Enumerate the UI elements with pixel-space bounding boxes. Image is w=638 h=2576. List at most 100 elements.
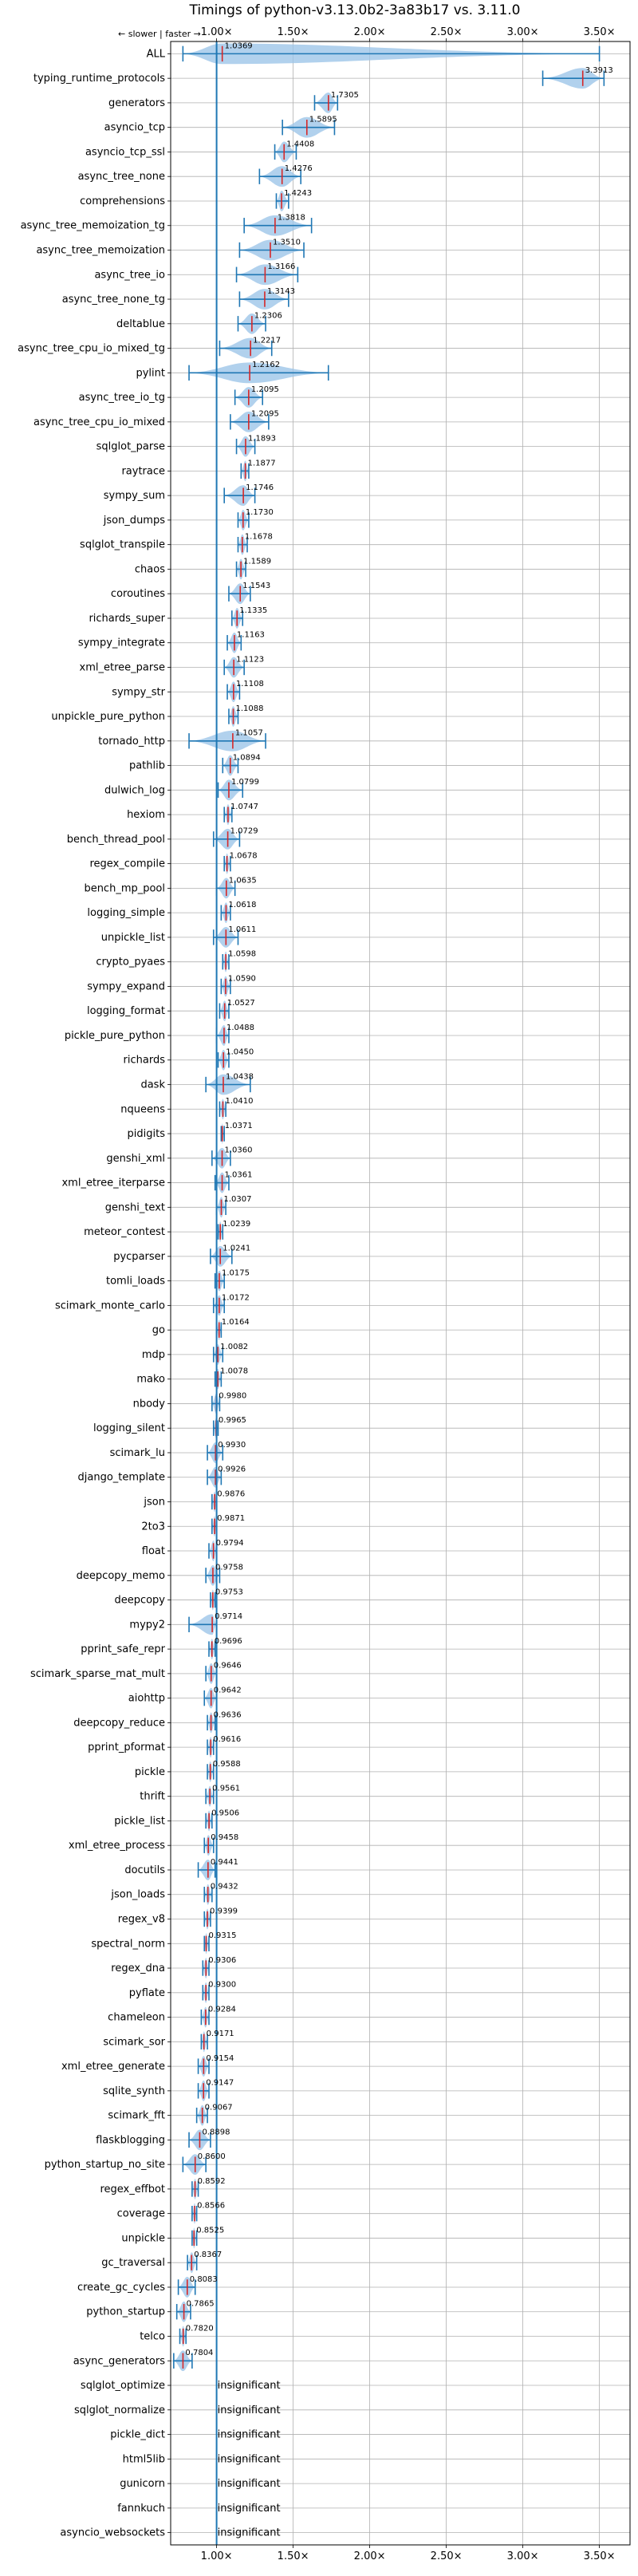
value-label: 1.1123 <box>236 655 264 664</box>
x-tick-label-top: 2.50× <box>431 26 463 38</box>
y-tick-label: sqlglot_transpile <box>80 539 165 551</box>
value-label: 3.3913 <box>585 66 613 75</box>
y-tick-label: xml_etree_parse <box>80 662 165 674</box>
value-label: 1.0678 <box>230 852 258 861</box>
y-tick-label: mypy2 <box>129 1619 165 1631</box>
y-tick-label: sqlglot_parse <box>96 441 165 453</box>
y-tick-label: richards_super <box>89 613 165 625</box>
y-tick-label: sympy_expand <box>87 980 165 992</box>
y-tick-label: deepcopy_memo <box>77 1570 165 1582</box>
y-tick-label: go <box>152 1324 165 1336</box>
y-tick-label: scimark_fft <box>108 2110 165 2122</box>
value-label: 1.0438 <box>226 1072 254 1081</box>
value-label: 0.9980 <box>219 1391 246 1400</box>
y-tick-label: spectral_norm <box>91 1938 165 1950</box>
x-tick-label-top: 2.00× <box>354 26 386 38</box>
value-label: 1.2306 <box>254 312 282 321</box>
value-label: 1.1543 <box>242 582 270 590</box>
value-label: 0.9965 <box>219 1416 246 1425</box>
y-tick-label: genshi_xml <box>106 1153 165 1165</box>
y-tick-label: docutils <box>124 1864 165 1876</box>
y-tick-label: logging_format <box>87 1005 165 1017</box>
direction-note: ← slower | faster → <box>118 29 201 39</box>
value-label: 0.7865 <box>187 2300 215 2309</box>
y-tick-label: regex_dna <box>111 1963 165 1974</box>
y-tick-label: html5lib <box>123 2453 165 2465</box>
value-label: 1.1730 <box>246 508 274 517</box>
y-tick-label: scimark_monte_carlo <box>55 1300 165 1312</box>
y-tick-label: unpickle_pure_python <box>51 711 165 723</box>
value-label: 1.3143 <box>267 287 295 296</box>
value-label: 1.0527 <box>227 999 255 1008</box>
value-label: 0.9636 <box>214 1710 242 1719</box>
value-label: 0.8525 <box>196 2226 224 2235</box>
y-tick-label: dulwich_log <box>104 784 165 796</box>
y-tick-label: aiohttp <box>128 1693 165 1705</box>
y-tick-label: richards <box>124 1055 166 1067</box>
y-tick-label: pidigits <box>128 1128 166 1140</box>
y-tick-label: flaskblogging <box>96 2134 165 2146</box>
plot-frame <box>170 41 631 2546</box>
y-tick-label: ALL <box>147 48 166 60</box>
y-tick-label: float <box>142 1545 165 1557</box>
value-label: 0.9432 <box>211 1883 238 1892</box>
y-tick-label: thrift <box>140 1791 165 1803</box>
insignificant-label: insignificant <box>218 2503 281 2515</box>
y-tick-label: async_tree_io <box>94 269 165 281</box>
value-label: 0.9876 <box>217 1489 245 1498</box>
value-label: 0.9147 <box>206 2079 234 2088</box>
value-label: 0.9753 <box>215 1588 243 1596</box>
x-tick-label-top: 3.00× <box>507 26 539 38</box>
value-label: 0.9561 <box>212 1785 240 1793</box>
y-tick-label: bench_mp_pool <box>84 882 165 894</box>
value-label: 1.0894 <box>233 753 261 762</box>
x-tick-label-bottom: 2.00× <box>354 2550 386 2562</box>
x-tick-label-bottom: 1.00× <box>201 2550 233 2562</box>
x-tick-label-bottom: 2.50× <box>431 2550 463 2562</box>
y-tick-label: hexiom <box>127 809 165 821</box>
y-tick-label: sympy_str <box>112 686 165 698</box>
y-tick-label: asyncio_websockets <box>60 2527 165 2539</box>
value-label: 1.0078 <box>220 1367 248 1376</box>
y-tick-label: tornado_http <box>98 736 165 748</box>
value-label: 1.0635 <box>229 876 257 885</box>
value-label: 1.4408 <box>286 140 314 148</box>
y-tick-label: pickle_pure_python <box>65 1030 165 1042</box>
insignificant-label: insignificant <box>218 2380 281 2392</box>
value-label: 1.0747 <box>230 803 258 811</box>
value-label: 0.7820 <box>186 2324 214 2333</box>
y-tick-label: pylint <box>136 367 165 379</box>
y-tick-label: unpickle <box>121 2232 165 2244</box>
y-tick-label: meteor_contest <box>84 1226 165 1238</box>
value-label: 1.7305 <box>331 91 359 100</box>
value-label: 0.9399 <box>210 1907 238 1915</box>
value-label: 1.1678 <box>245 533 273 542</box>
y-tick-label: async_tree_io_tg <box>79 392 165 404</box>
y-tick-label: pyflate <box>129 1987 165 1999</box>
y-tick-label: xml_etree_iterparse <box>61 1178 165 1189</box>
y-tick-label: pycparser <box>113 1251 165 1263</box>
y-tick-label: genshi_text <box>105 1201 165 1213</box>
labels-layer: ALL typing_runtime_protocols generators asy… <box>18 26 615 2562</box>
y-tick-label: scimark_sor <box>103 2036 165 2048</box>
value-label: 1.1746 <box>246 483 274 492</box>
value-label: 0.9642 <box>214 1686 242 1695</box>
y-tick-label: async_tree_none <box>78 171 165 183</box>
y-tick-label: scimark_sparse_mat_mult <box>30 1668 165 1680</box>
value-label: 1.0307 <box>223 1195 251 1204</box>
y-tick-label: tomli_loads <box>106 1276 165 1288</box>
value-label: 0.9458 <box>211 1833 238 1842</box>
y-tick-label: json <box>143 1497 165 1509</box>
x-tick-label-top: 3.50× <box>584 26 616 38</box>
y-tick-label: asyncio_tcp_ssl <box>85 146 165 158</box>
y-tick-label: django_template <box>78 1472 165 1484</box>
y-tick-label: sqlglot_normalize <box>74 2404 165 2416</box>
y-tick-label: pathlib <box>129 760 165 772</box>
value-label: 0.9315 <box>208 1931 236 1940</box>
value-label: 0.9758 <box>215 1564 243 1572</box>
y-tick-label: xml_etree_generate <box>61 2061 165 2073</box>
y-tick-label: bench_thread_pool <box>67 834 165 846</box>
y-tick-label: comprehensions <box>80 195 165 207</box>
value-label: 1.0799 <box>231 778 259 787</box>
